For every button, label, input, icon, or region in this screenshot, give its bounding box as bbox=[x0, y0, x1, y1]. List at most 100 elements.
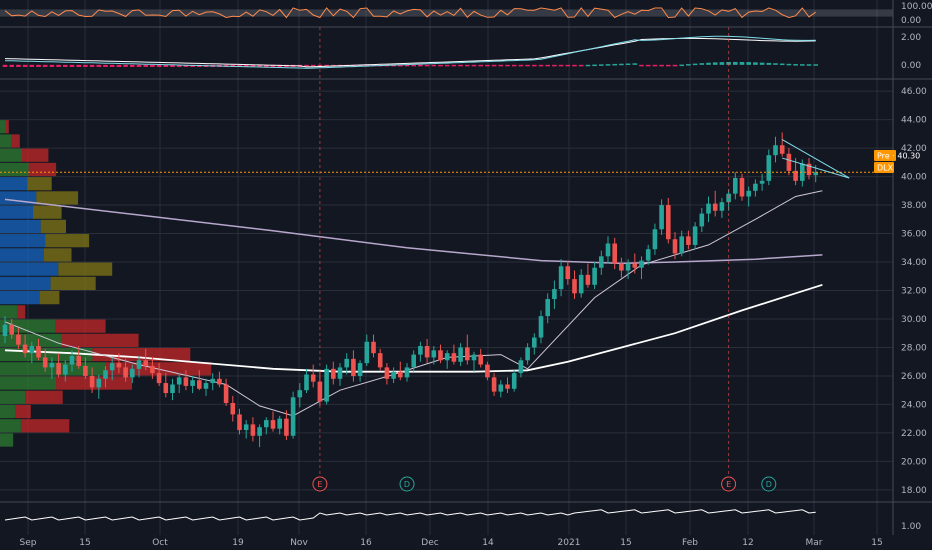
macd-tick-label: 0.00 bbox=[901, 61, 921, 71]
macd-histogram-bar bbox=[76, 64, 81, 67]
macd-histogram-bar bbox=[746, 62, 751, 65]
macd-pane bbox=[2, 35, 818, 69]
candle-down bbox=[22, 344, 28, 354]
candle-up bbox=[659, 205, 664, 230]
candle-up bbox=[699, 213, 705, 227]
candle-up bbox=[645, 249, 651, 261]
rsi-line bbox=[4, 7, 816, 19]
candle-up bbox=[639, 260, 644, 268]
y-tick-label: 20.00 bbox=[901, 457, 927, 467]
volume-profile-up-bar bbox=[0, 205, 33, 219]
macd-histogram-bar bbox=[83, 64, 88, 67]
candle-up bbox=[277, 418, 282, 429]
candle-down bbox=[585, 274, 591, 285]
volume-profile-up-bar bbox=[0, 262, 59, 276]
macd-histogram-bar bbox=[511, 64, 517, 67]
candle-up bbox=[69, 356, 75, 365]
candle-down bbox=[485, 364, 490, 378]
candle-up bbox=[411, 354, 416, 368]
volume-profile-up-bar bbox=[0, 276, 51, 290]
candle-down bbox=[377, 353, 383, 368]
candle-down bbox=[712, 203, 718, 211]
macd-histogram-bar bbox=[632, 63, 638, 65]
candle-down bbox=[270, 420, 276, 429]
candle-up bbox=[364, 341, 370, 364]
volume-profile-down-bar bbox=[92, 347, 191, 362]
candle-down bbox=[163, 383, 169, 394]
price-badges: Pre · 40.30 DLX bbox=[874, 150, 920, 173]
volume-profile-down-bar bbox=[50, 276, 96, 290]
macd-histogram-bar bbox=[585, 64, 591, 67]
y-tick-label: 44.00 bbox=[901, 116, 927, 126]
candle-down bbox=[197, 380, 202, 389]
symbol-badge bbox=[874, 162, 894, 173]
macd-histogram-bar bbox=[753, 62, 758, 65]
y-axis: 46.00 44.00 42.00 40.00 38.00 36.00 34.00 32.00… bbox=[901, 2, 932, 532]
candle-down bbox=[384, 367, 390, 379]
macd-histogram-bar bbox=[270, 64, 276, 67]
candle-down bbox=[686, 236, 691, 245]
candle-up bbox=[525, 347, 530, 361]
candle-up bbox=[391, 371, 396, 379]
candle-up bbox=[498, 384, 504, 392]
volume-profile-down-bar bbox=[61, 333, 139, 347]
volume-profile-up-bar bbox=[0, 134, 11, 148]
candle-up bbox=[605, 243, 611, 257]
candle-up bbox=[813, 172, 818, 176]
x-tick-label: Feb bbox=[682, 538, 698, 548]
x-tick-label: 19 bbox=[232, 538, 244, 548]
candle-up bbox=[344, 358, 349, 368]
macd-histogram-bar bbox=[143, 64, 148, 67]
macd-histogram-bar bbox=[672, 64, 678, 67]
volume-profile-up-bar bbox=[0, 120, 6, 134]
candle-up bbox=[257, 427, 262, 436]
candle-down bbox=[438, 350, 443, 361]
candle-down bbox=[424, 346, 430, 358]
macd-histogram-bar bbox=[357, 64, 363, 67]
candle-up bbox=[130, 368, 135, 378]
macd-histogram-bar bbox=[813, 64, 818, 66]
macd-histogram-bar bbox=[89, 64, 95, 67]
candle-down bbox=[331, 368, 336, 379]
volume-profile-down-bar bbox=[33, 205, 62, 219]
candle-up bbox=[599, 256, 604, 268]
candle-down bbox=[779, 145, 785, 154]
macd-histogram-bar bbox=[22, 64, 28, 67]
candle-up bbox=[759, 180, 765, 184]
macd-histogram-bar bbox=[264, 64, 269, 67]
candle-down bbox=[786, 153, 792, 171]
macd-histogram-bar bbox=[605, 64, 611, 66]
candle-down bbox=[317, 381, 323, 402]
macd-histogram-bar bbox=[645, 64, 651, 67]
x-tick-label: Sep bbox=[20, 538, 37, 548]
candle-down bbox=[351, 358, 356, 376]
earnings-event-label: E bbox=[317, 480, 322, 489]
macd-histogram-bar bbox=[552, 64, 557, 67]
candle-down bbox=[284, 418, 289, 436]
volume-profile-down-bar bbox=[58, 262, 113, 276]
volume-profile-up-bar bbox=[0, 162, 29, 177]
volume-profile-down-bar bbox=[40, 219, 66, 234]
macd-histogram-bar bbox=[176, 64, 182, 67]
candle-up bbox=[203, 383, 209, 389]
macd-histogram-bar bbox=[56, 64, 61, 67]
macd-histogram-bar bbox=[250, 64, 256, 67]
y-tick-label: 38.00 bbox=[901, 201, 927, 211]
candle-down bbox=[9, 324, 14, 335]
candle-down bbox=[143, 360, 148, 366]
volume-profile-down-bar bbox=[17, 305, 26, 319]
volume-profile-up-bar bbox=[0, 390, 26, 404]
macd-histogram-bar bbox=[498, 64, 504, 67]
candle-down bbox=[465, 347, 470, 361]
candle-up bbox=[431, 350, 437, 358]
macd-histogram-bar bbox=[538, 64, 544, 67]
candle-up bbox=[418, 346, 423, 355]
macd-histogram-bar bbox=[130, 64, 135, 67]
candle-down bbox=[612, 243, 617, 264]
volume-profile-up-bar bbox=[0, 219, 41, 234]
candle-down bbox=[42, 357, 48, 368]
macd-histogram-bar bbox=[572, 64, 577, 67]
ma-slow-line bbox=[4, 198, 823, 265]
